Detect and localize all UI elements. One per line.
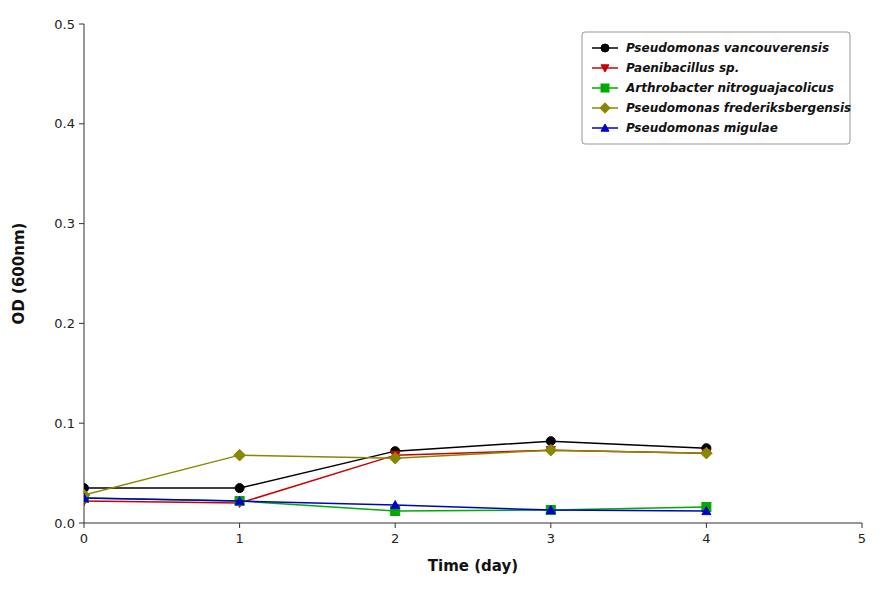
y-tick [79, 223, 84, 224]
legend-marker [600, 103, 610, 113]
x-tick [706, 523, 707, 528]
x-axis-line [84, 523, 862, 524]
legend-marker [601, 84, 609, 92]
series [84, 494, 711, 516]
x-tick [395, 523, 396, 528]
series [84, 437, 711, 493]
legend-marker [601, 124, 609, 131]
x-tick [550, 523, 551, 528]
axes: 0 1 2 3 4 5 0.0 0.1 0.2 0.3 0.4 0.5 [54, 17, 866, 547]
y-tick [79, 123, 84, 124]
legend-label: Arthrobacter nitroguajacolicus [625, 81, 834, 95]
series-line [84, 498, 706, 511]
legend-label: Pseudomonas vancouverensis [626, 41, 829, 55]
point [701, 447, 713, 459]
series-line [84, 450, 706, 503]
point [235, 484, 244, 493]
x-tick [84, 523, 85, 528]
y-tick [79, 323, 84, 324]
legend-label: Paenibacillus sp. [626, 61, 739, 75]
point [84, 494, 89, 502]
legend-marker [601, 65, 609, 72]
y-tick-label: 0.2 [54, 316, 75, 331]
point [546, 506, 555, 514]
series [84, 444, 712, 501]
x-tick-label: 0 [80, 531, 88, 546]
series [84, 494, 711, 515]
point [391, 501, 400, 509]
x-tick-label: 5 [858, 531, 866, 546]
x-tick-label: 3 [547, 531, 555, 546]
y-tick-label: 0.5 [54, 17, 75, 32]
y-axis-line [84, 24, 85, 523]
point [235, 497, 244, 505]
y-tick-label: 0.4 [54, 116, 75, 131]
point [702, 507, 711, 515]
x-tick [239, 523, 240, 528]
point [234, 449, 246, 461]
point [545, 444, 557, 456]
legend-label: Pseudomonas migulae [626, 121, 778, 135]
y-tick [79, 24, 84, 25]
x-tick [862, 523, 863, 528]
x-tick-label: 1 [235, 531, 243, 546]
chart: 0 1 2 3 4 5 0.0 0.1 0.2 0.3 0.4 0.5 Time (day) OD (60… [0, 0, 886, 589]
series-line [84, 498, 706, 511]
series-line [84, 441, 706, 488]
x-tick-label: 2 [391, 531, 399, 546]
y-tick [79, 523, 84, 524]
background [0, 0, 886, 589]
point [389, 452, 401, 464]
y-tick-label: 0.3 [54, 216, 75, 231]
legend: Pseudomonas vancouverensis Paenibacillus … [582, 32, 851, 144]
legend-marker [601, 44, 609, 52]
series [84, 447, 711, 508]
legend-label: Pseudomonas frederiksbergensis [626, 101, 851, 115]
plot-area [84, 437, 712, 516]
y-tick [79, 423, 84, 424]
series-line [84, 450, 706, 495]
x-tick-label: 4 [702, 531, 710, 546]
point [84, 489, 90, 501]
legend-box [582, 32, 850, 144]
y-tick-label: 0.1 [54, 416, 75, 431]
y-tick-label: 0.0 [54, 516, 75, 531]
x-axis-label: Time (day) [428, 557, 518, 575]
y-axis-label: OD (600nm) [10, 223, 28, 325]
